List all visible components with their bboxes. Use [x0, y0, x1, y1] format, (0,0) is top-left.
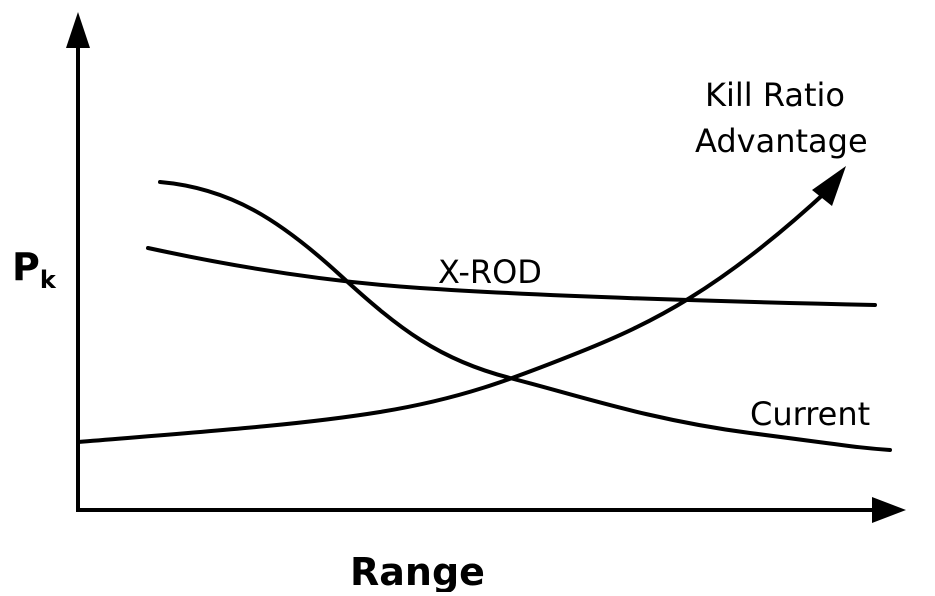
xrod-label: X-ROD	[438, 253, 542, 291]
kill-ratio-arrow	[812, 166, 846, 206]
xrod-curve	[146, 246, 877, 307]
kill-ratio-label-line: Advantage	[695, 122, 868, 160]
x-axis-arrow	[872, 497, 906, 523]
kill-ratio-label-line: Kill Ratio	[705, 76, 845, 114]
kill-ratio-curve	[76, 188, 830, 444]
x-axis-label: Range	[350, 550, 485, 592]
y-axis-subscript: k	[40, 266, 57, 294]
current-label: Current	[750, 395, 870, 433]
y-axis-arrow	[66, 12, 90, 48]
y-axis-symbol: P	[12, 245, 40, 289]
y-axis-label: Pk	[12, 245, 57, 294]
